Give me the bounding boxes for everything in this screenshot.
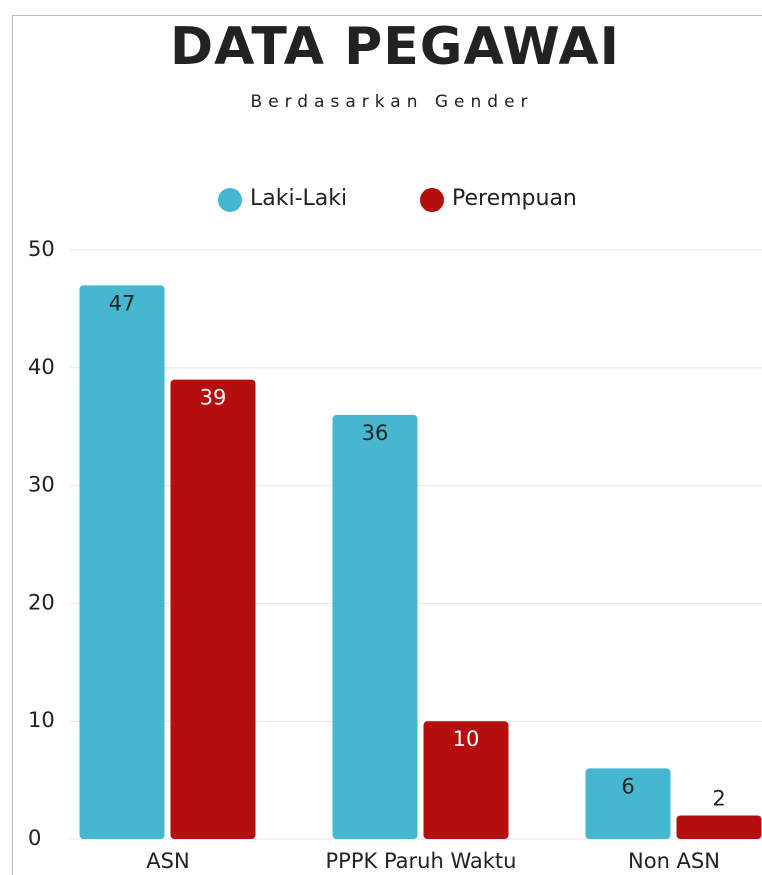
x-tick-label: Non ASN: [628, 849, 720, 873]
y-tick-label: 30: [28, 473, 55, 497]
x-tick-label: ASN: [146, 849, 189, 873]
value-label: 10: [453, 727, 480, 751]
bar: [170, 379, 256, 839]
value-label: 36: [362, 421, 389, 445]
y-tick-label: 40: [28, 355, 55, 379]
bar: [676, 815, 762, 839]
y-tick-label: 10: [28, 708, 55, 732]
legend-swatch: [420, 188, 444, 212]
value-label: 47: [109, 291, 136, 315]
bar: [79, 285, 165, 840]
bar: [585, 768, 671, 839]
chart-subtitle: Berdasarkan Gender: [250, 92, 533, 112]
bar: [332, 414, 418, 839]
value-label: 39: [200, 386, 227, 410]
frame: [12, 15, 762, 875]
bar: [423, 721, 509, 839]
y-tick-label: 0: [28, 826, 41, 850]
legend-label: Perempuan: [452, 186, 577, 211]
value-label: 6: [621, 774, 634, 798]
y-tick-label: 50: [28, 237, 55, 261]
legend-label: Laki-Laki: [250, 186, 347, 211]
value-label: 2: [712, 786, 725, 810]
x-tick-label: PPPK Paruh Waktu: [326, 849, 517, 873]
y-tick-label: 20: [28, 590, 55, 614]
chart-title: DATA PEGAWAI: [170, 17, 620, 77]
legend-swatch: [218, 188, 242, 212]
